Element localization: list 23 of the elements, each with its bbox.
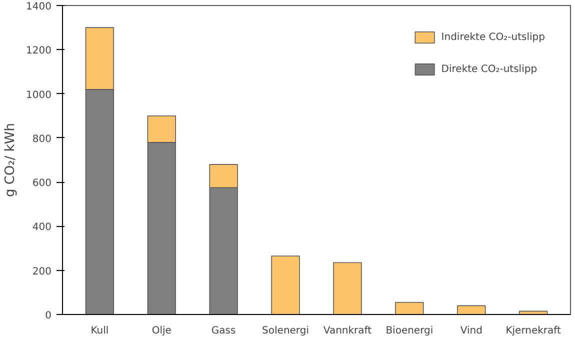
x-tick-label: Vind	[460, 326, 482, 336]
y-tick-label: 800	[32, 134, 52, 145]
x-tick-label: Solenergi	[262, 326, 310, 336]
y-tick-label: 1400	[26, 2, 52, 12]
legend-label: Indirekte CO₂-utslipp	[441, 32, 545, 42]
bar	[395, 302, 424, 314]
y-tick-label: 1000	[26, 90, 52, 101]
x-tick-label: Bioenergi	[386, 326, 434, 336]
x-tick-label: Olje	[152, 326, 172, 336]
bar	[333, 262, 362, 314]
x-tick-label: Kull	[90, 326, 109, 336]
y-axis-title: g CO₂/ kWh	[3, 122, 18, 198]
bar	[457, 305, 486, 314]
y-tick-label: 1200	[26, 46, 52, 57]
x-tick-label: Gass	[211, 326, 236, 336]
legend-label: Direkte CO₂-utslipp	[441, 64, 538, 74]
x-tick-label: Vannkraft	[323, 326, 372, 336]
y-tick-label: 600	[32, 178, 52, 190]
y-tick-label: 200	[32, 266, 52, 278]
x-tick-label: Kjernekraft	[506, 326, 562, 336]
y-tick-label: 0	[45, 310, 52, 322]
y-tick-label: 400	[32, 222, 52, 234]
bar	[271, 256, 300, 314]
